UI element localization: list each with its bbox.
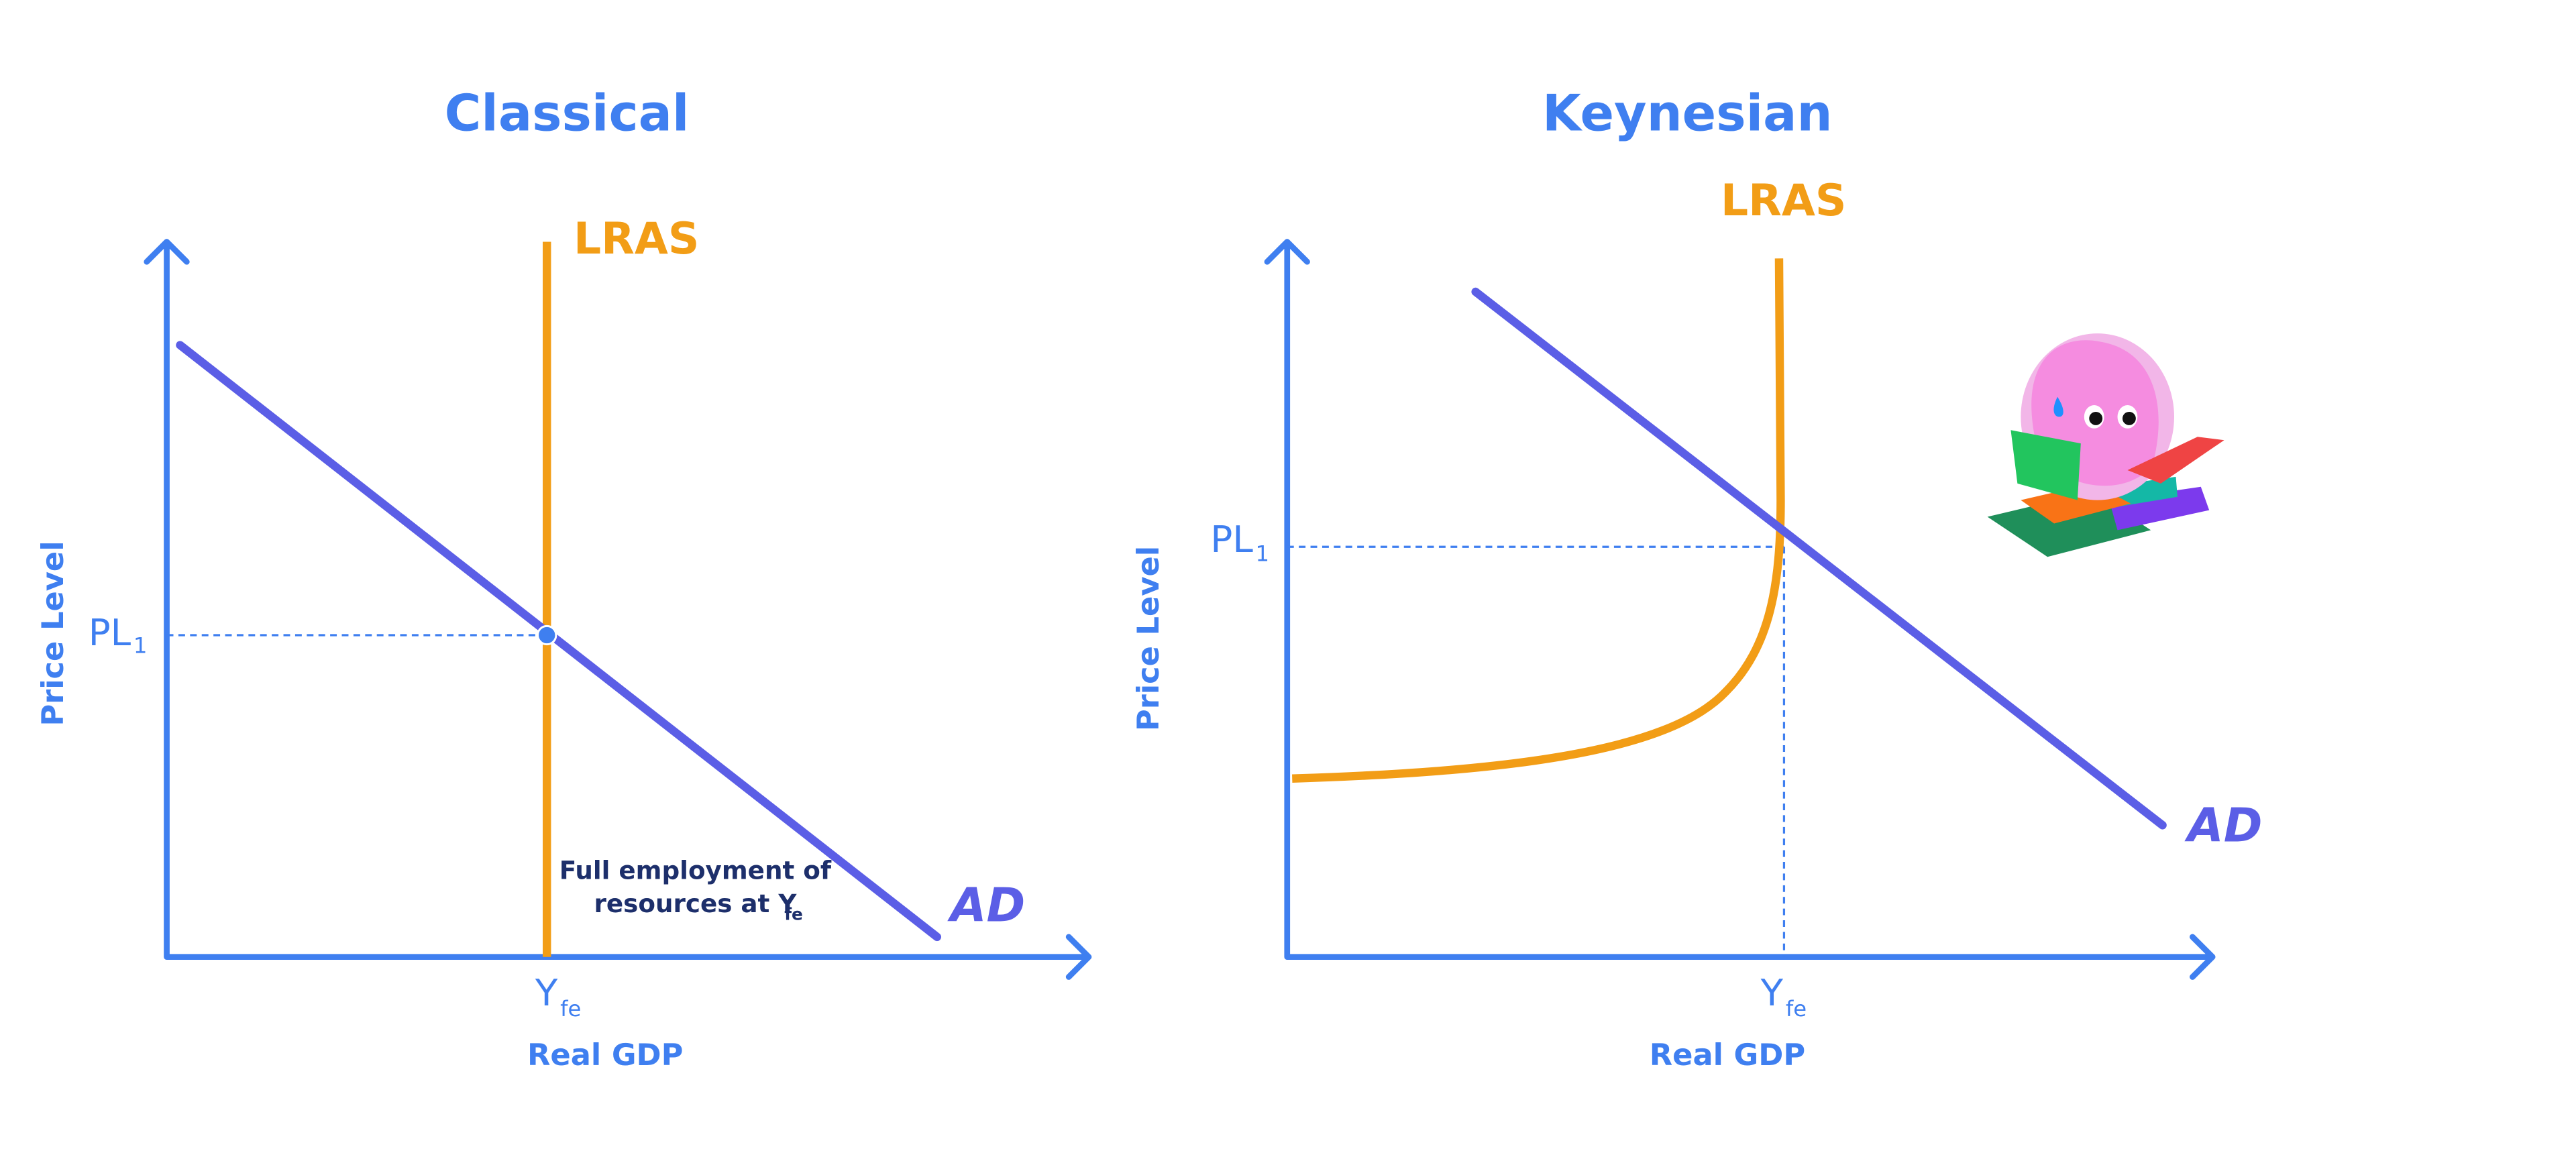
supply-label: LRAS xyxy=(1721,176,1846,226)
panel-title: Classical xyxy=(445,85,690,143)
note-subscript: fe xyxy=(784,905,803,924)
lras-curve xyxy=(1292,258,1785,783)
output-label: Y xyxy=(1760,971,1784,1014)
price-label: PL xyxy=(1210,518,1253,561)
y-axis-label: Price Level xyxy=(35,541,70,726)
output-label: Y xyxy=(535,971,558,1014)
keynesian-panel: Keynesian Price Level Real GDP LRAS AD P… xyxy=(1130,85,2263,1072)
ad-curve xyxy=(1471,287,2167,830)
demand-label: AD xyxy=(2184,798,2263,852)
equilibrium-point xyxy=(537,624,557,646)
mascot xyxy=(1987,333,2224,557)
axes xyxy=(144,239,1092,980)
ad-curve xyxy=(176,341,942,942)
supply-label: LRAS xyxy=(574,214,699,264)
demand-label: AD xyxy=(947,879,1026,933)
x-axis-label: Real GDP xyxy=(1650,1037,1805,1072)
panel-title: Keynesian xyxy=(1542,85,1833,143)
note-line: Full employment of xyxy=(559,855,832,885)
price-subscript: 1 xyxy=(133,632,148,658)
price-subscript: 1 xyxy=(1256,541,1270,567)
x-axis-label: Real GDP xyxy=(527,1037,683,1072)
price-label: PL xyxy=(89,611,131,654)
axes xyxy=(1264,239,2216,980)
y-axis-label: Price Level xyxy=(1130,546,1166,731)
output-subscript: fe xyxy=(1786,996,1807,1022)
output-subscript: fe xyxy=(560,996,581,1022)
classical-panel: Classical Price Level Real GDP LRAS AD P… xyxy=(35,85,1092,1072)
note-line: resources at Y xyxy=(594,889,798,918)
